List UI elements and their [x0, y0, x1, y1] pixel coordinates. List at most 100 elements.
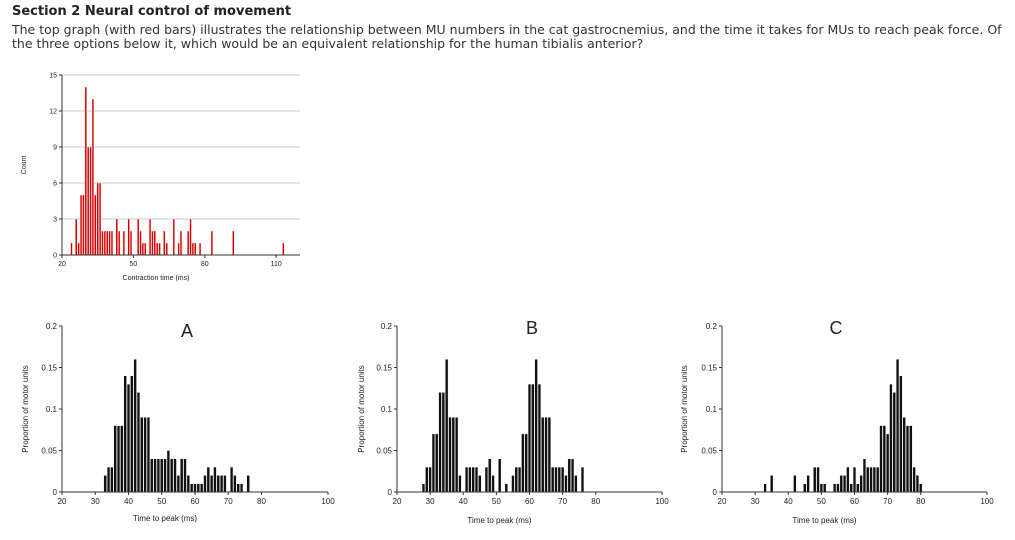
chart-b-x-tick-label: 40 [459, 497, 468, 506]
chart-b-bar [455, 417, 459, 493]
chart-a-bar [123, 375, 127, 493]
chart-b-bar [547, 417, 551, 493]
chart-a-bar [113, 425, 117, 493]
chart-top-bar [210, 230, 214, 256]
chart-top-bar [70, 242, 73, 256]
chart-a-y-tick-label: 0.2 [46, 322, 58, 331]
chart-b-bar [557, 466, 561, 493]
chart-b-x-tick-label: 30 [426, 497, 435, 506]
chart-top-bar [87, 146, 90, 256]
chart-top-bar [117, 230, 121, 256]
chart-a-bar [140, 417, 144, 493]
chart-a-bar [103, 475, 107, 493]
chart-a-bar [196, 483, 200, 493]
chart-top-bar [177, 242, 180, 256]
chart-b-bar [521, 433, 525, 493]
chart-top-bar [158, 242, 161, 256]
chart-top-bar [139, 230, 142, 256]
chart-a-bar [150, 458, 154, 493]
chart-b-bar [567, 458, 571, 493]
chart-top-bar [165, 242, 168, 256]
chart-top-bar [151, 230, 154, 256]
section-heading: Section 2 Neural control of movement [12, 4, 292, 19]
chart-b-bar [448, 417, 452, 493]
chart-c-y-tick-label: 0.15 [701, 363, 717, 372]
chart-top-bar [89, 146, 92, 256]
chart-b-bar [451, 417, 455, 493]
chart-a-bar [160, 458, 164, 493]
chart-b-bar [491, 475, 495, 493]
chart-c-bar [899, 375, 903, 493]
chart-b-bar [511, 475, 515, 493]
chart-top-bar [101, 230, 104, 256]
chart-a-bar [223, 475, 227, 493]
chart-a-bar [163, 458, 167, 493]
chart-b-bar [484, 466, 489, 493]
chart-top-bar [282, 242, 285, 256]
chart-b-bar [445, 359, 449, 493]
chart-c-bar [836, 483, 840, 493]
chart-top-bar [198, 242, 202, 256]
chart-a-bar [173, 458, 177, 493]
chart-c-x-tick-label: 80 [916, 497, 925, 506]
chart-top-bar [75, 218, 78, 256]
chart-c-y-tick-label: 0.2 [706, 322, 718, 331]
chart-b-bar [531, 383, 535, 493]
chart-top-bar [163, 230, 166, 256]
chart-c-y-tick-label: 0.05 [701, 446, 717, 455]
chart-a-bar [156, 458, 161, 493]
chart-a-bar [206, 466, 210, 493]
chart-a-bar [180, 458, 184, 493]
chart-c-bar [839, 475, 843, 493]
chart-b-y-tick-label: 0.1 [381, 405, 393, 414]
chart-b-bar [438, 392, 442, 493]
chart-c-bar [862, 458, 867, 493]
chart-b-bar [534, 359, 538, 493]
chart-a-bar [210, 475, 214, 493]
chart-a-bar [106, 466, 111, 493]
chart-c-bar [876, 466, 880, 493]
chart-a-y-tick-label: 0 [53, 488, 58, 497]
chart-b-bar [441, 392, 445, 493]
chart-top-y-tick-label: 6 [53, 180, 57, 187]
chart-a-bar [213, 466, 217, 493]
chart-b-bar [541, 417, 545, 493]
chart-top-bar [122, 230, 126, 256]
chart-top-bar [106, 230, 109, 256]
chart-a-y-tick-label: 0.15 [41, 363, 57, 372]
chart-top-bar [141, 242, 145, 256]
chart-top-bar [129, 230, 133, 256]
chart-b-bar [574, 475, 578, 493]
chart-c-title: C [830, 318, 843, 338]
chart-top-bar [96, 182, 99, 256]
chart-b-bar [504, 483, 508, 493]
chart-c-bar [816, 466, 820, 493]
chart-b-y-tick-label: 0 [388, 488, 393, 497]
chart-a-bar [229, 466, 234, 493]
chart-c-bar [856, 483, 860, 493]
chart-top-y-tick-label: 12 [49, 108, 57, 115]
chart-top-y-tick-label: 0 [53, 252, 57, 259]
chart-c-bar [895, 359, 900, 493]
chart-b-bar [425, 466, 429, 493]
chart-b-x-label: Time to peak (ms) [467, 516, 531, 525]
chart-top-bar [191, 242, 195, 256]
chart-b-bar [498, 458, 502, 493]
chart-top-bar [110, 230, 114, 256]
chart-a-bar [219, 475, 224, 493]
chart-c-bar [892, 392, 896, 493]
chart-a-bar [176, 475, 180, 493]
chart-b-x-tick-label: 100 [655, 497, 669, 506]
chart-a-bar [216, 475, 220, 493]
chart-c-bar [882, 425, 886, 493]
chart-a-bar [200, 483, 204, 493]
chart-top-bar [148, 218, 152, 256]
chart-top-bar [156, 242, 159, 256]
chart-c-x-tick-label: 60 [850, 497, 859, 506]
chart-c-bar [770, 475, 774, 493]
chart-c-x-tick-label: 100 [980, 497, 994, 506]
chart-a-bar [186, 475, 190, 493]
chart-c-bar [859, 475, 863, 493]
chart-b-bar [544, 417, 548, 493]
